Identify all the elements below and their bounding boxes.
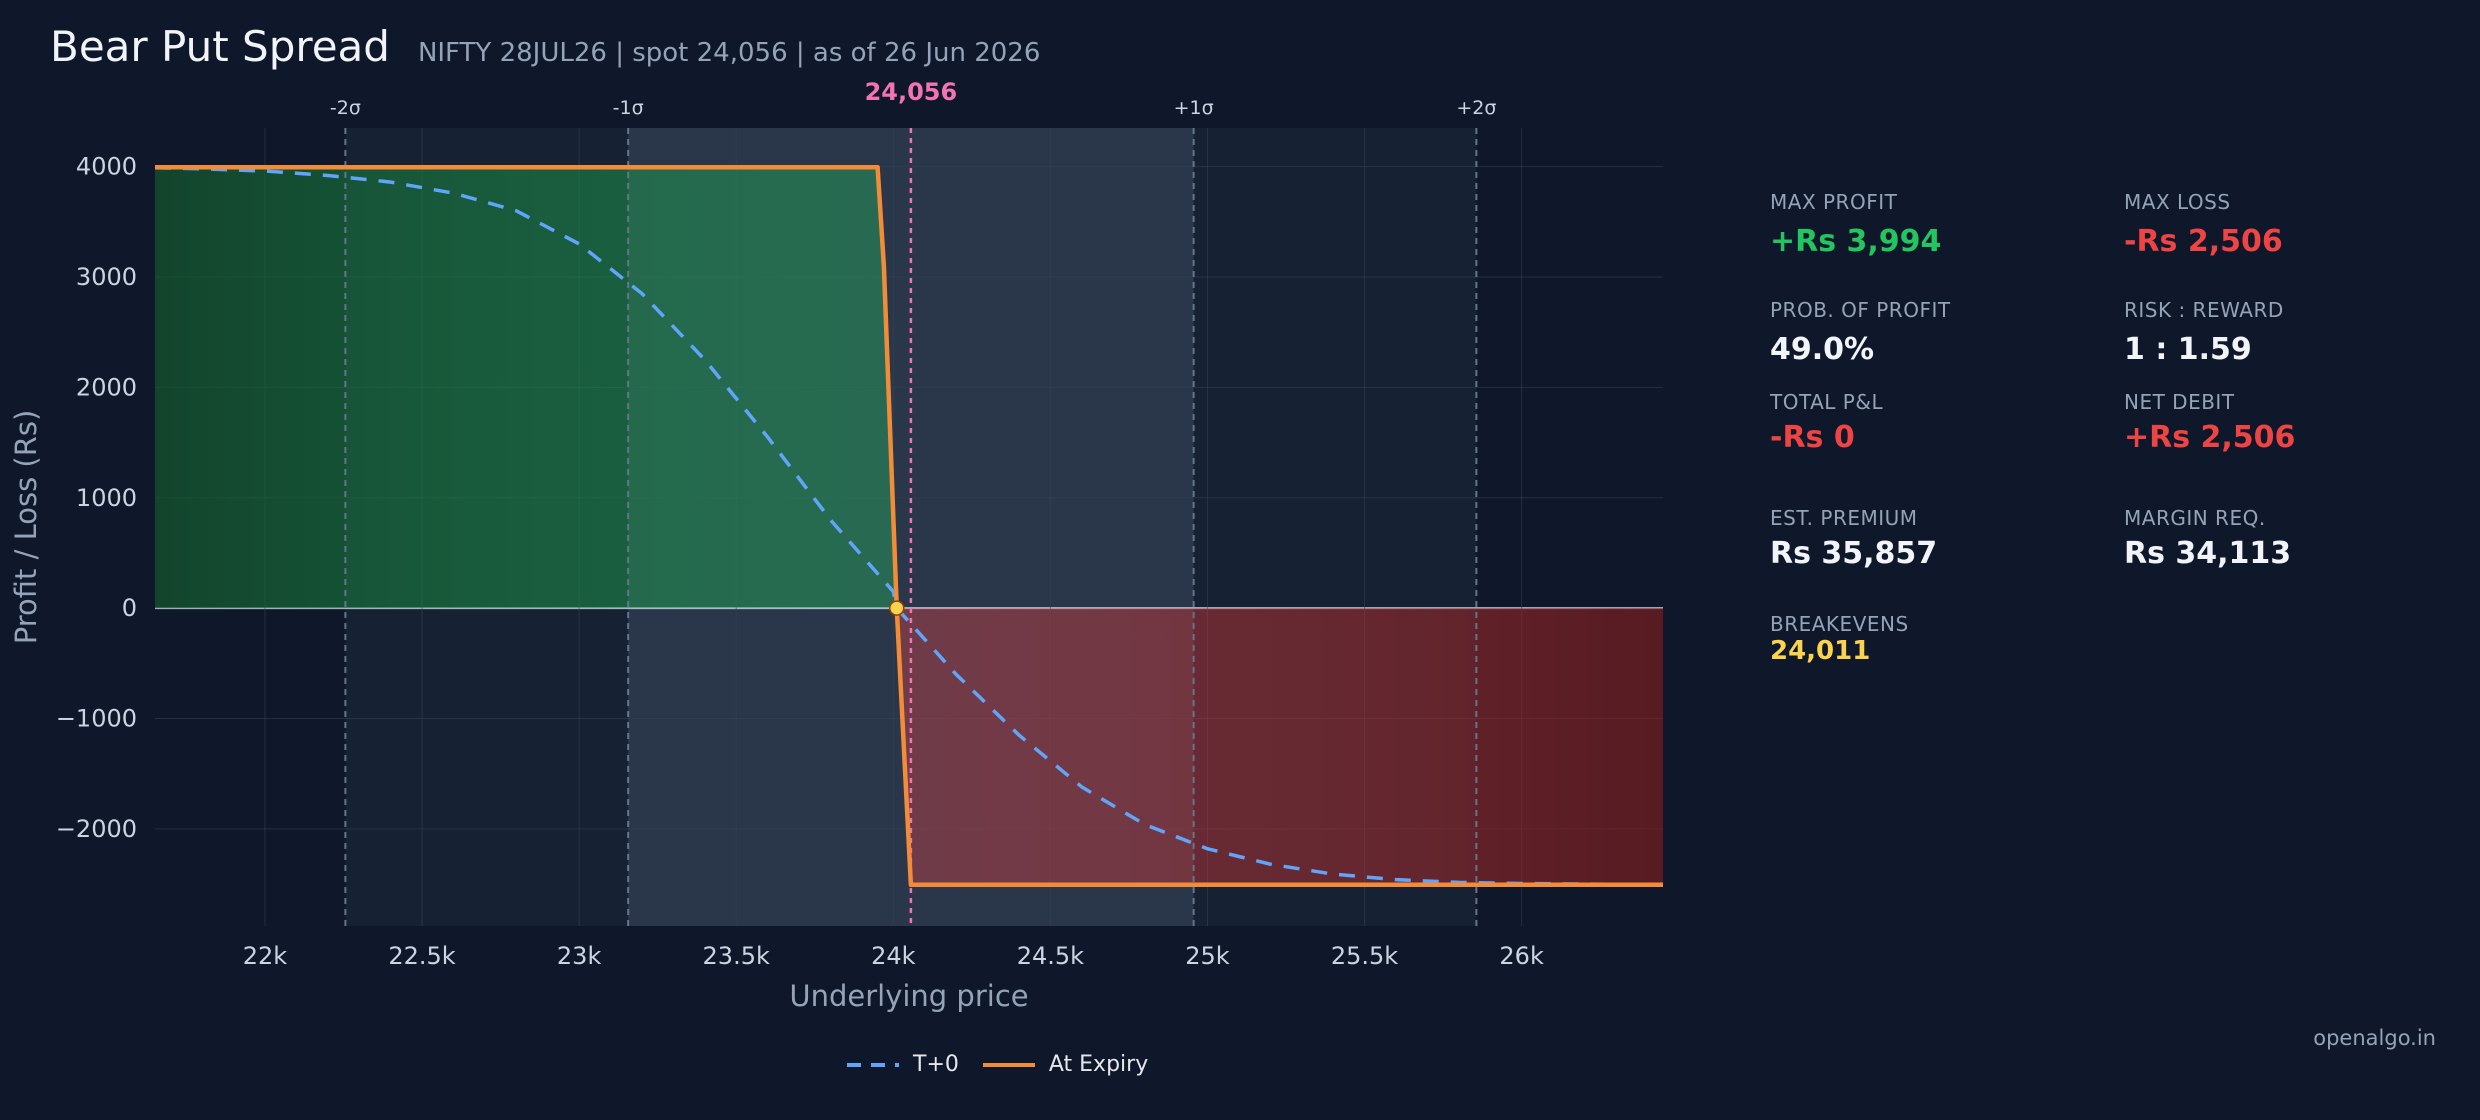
y-tick-label: 4000 xyxy=(76,153,137,181)
brand-label: openalgo.in xyxy=(2313,1026,2436,1050)
pnl-fills xyxy=(155,167,1663,885)
est-premium-label: EST. PREMIUM xyxy=(1770,506,1918,530)
x-tick-label: 26k xyxy=(1499,942,1544,970)
net-debit-label: NET DEBIT xyxy=(2124,390,2235,414)
max-loss-label: MAX LOSS xyxy=(2124,190,2231,214)
solid-line-icon xyxy=(982,1062,1035,1067)
legend-item-expiry[interactable]: At Expiry xyxy=(981,1052,1148,1077)
margin-req-stat: MARGIN REQ. Rs 34,113 xyxy=(2124,506,2291,571)
max-profit-value: +Rs 3,994 xyxy=(1770,224,1942,259)
dashed-line-icon xyxy=(847,1062,899,1067)
header: Bear Put Spread NIFTY 28JUL26 | spot 24,… xyxy=(50,22,1040,71)
risk-reward-value: 1 : 1.59 xyxy=(2124,332,2252,367)
max-loss-value: -Rs 2,506 xyxy=(2124,224,2283,259)
y-tick-label: 1000 xyxy=(76,484,137,512)
net-debit-stat: NET DEBIT +Rs 2,506 xyxy=(2124,390,2295,455)
series-expiry-line xyxy=(155,165,1663,887)
stats-panel: MAX PROFIT +Rs 3,994 MAX LOSS -Rs 2,506 … xyxy=(1770,190,2470,670)
profit-fill xyxy=(155,167,897,609)
x-tick-label: 23.5k xyxy=(703,942,770,970)
series-lines xyxy=(155,165,1663,887)
legend-label-t0: T+0 xyxy=(913,1052,959,1077)
y-tick-label: 2000 xyxy=(76,373,137,401)
risk-reward-stat: RISK : REWARD 1 : 1.59 xyxy=(2124,298,2284,367)
axes: Underlying price Profit / Loss (Rs) xyxy=(9,410,1029,1013)
prob-profit-value: 49.0% xyxy=(1770,332,1875,367)
total-pnl-label: TOTAL P&L xyxy=(1770,390,1884,414)
x-tick-label: 24k xyxy=(871,942,916,970)
breakeven-marker xyxy=(888,600,905,616)
max-profit-label: MAX PROFIT xyxy=(1770,190,1898,214)
total-pnl-value: -Rs 0 xyxy=(1770,420,1855,455)
legend-item-t0[interactable]: T+0 xyxy=(845,1052,959,1077)
x-tick-label: 22k xyxy=(243,942,288,970)
legend-label-expiry: At Expiry xyxy=(1048,1052,1149,1077)
net-debit-value: +Rs 2,506 xyxy=(2124,420,2296,455)
breakevens-stat: BREAKEVENS 24,011 xyxy=(1770,612,1909,666)
x-tick-label: 24.5k xyxy=(1017,942,1084,970)
x-axis-label: Underlying price xyxy=(789,979,1028,1013)
chart-subtitle: NIFTY 28JUL26 | spot 24,056 | as of 26 J… xyxy=(417,38,1041,68)
x-tick-label: 25.5k xyxy=(1331,942,1398,970)
margin-req-label: MARGIN REQ. xyxy=(2124,506,2266,530)
prob-profit-label: PROB. OF PROFIT xyxy=(1770,298,1951,322)
y-tick-label: 3000 xyxy=(76,263,137,291)
est-premium-value: Rs 35,857 xyxy=(1770,536,1938,571)
max-profit-stat: MAX PROFIT +Rs 3,994 xyxy=(1770,190,1941,259)
total-pnl-stat: TOTAL P&L -Rs 0 xyxy=(1770,390,1883,455)
margin-req-value: Rs 34,113 xyxy=(2124,536,2292,571)
spot-label: 24,056 xyxy=(865,78,958,106)
y-tick-label: −1000 xyxy=(56,704,137,732)
y-tick-label: 0 xyxy=(122,594,137,622)
sigma-label: -2σ xyxy=(330,97,361,119)
x-tick-label: 25k xyxy=(1185,942,1230,970)
sigma-label: +1σ xyxy=(1174,97,1214,119)
sigma-label: +2σ xyxy=(1456,97,1496,119)
y-tick-label: −2000 xyxy=(56,815,137,843)
loss-fill xyxy=(896,608,1663,885)
max-loss-stat: MAX LOSS -Rs 2,506 xyxy=(2124,190,2283,259)
sigma-lines: -2σ -1σ +1σ +2σ 24,056 xyxy=(330,78,1496,926)
chart-title: Bear Put Spread xyxy=(50,22,390,71)
x-tick-label: 22.5k xyxy=(388,942,455,970)
y-axis-label: Profit / Loss (Rs) xyxy=(9,410,43,645)
prob-profit-stat: PROB. OF PROFIT 49.0% xyxy=(1770,298,1951,367)
risk-reward-label: RISK : REWARD xyxy=(2124,298,2284,322)
sigma-label: -1σ xyxy=(613,97,644,119)
breakevens-value: 24,011 xyxy=(1770,636,1871,666)
x-tick-label: 23k xyxy=(557,942,602,970)
breakevens-label: BREAKEVENS xyxy=(1770,612,1909,636)
est-premium-stat: EST. PREMIUM Rs 35,857 xyxy=(1770,506,1937,571)
chart-legend: T+0 At Expiry xyxy=(845,1052,1170,1077)
markers xyxy=(888,600,905,616)
